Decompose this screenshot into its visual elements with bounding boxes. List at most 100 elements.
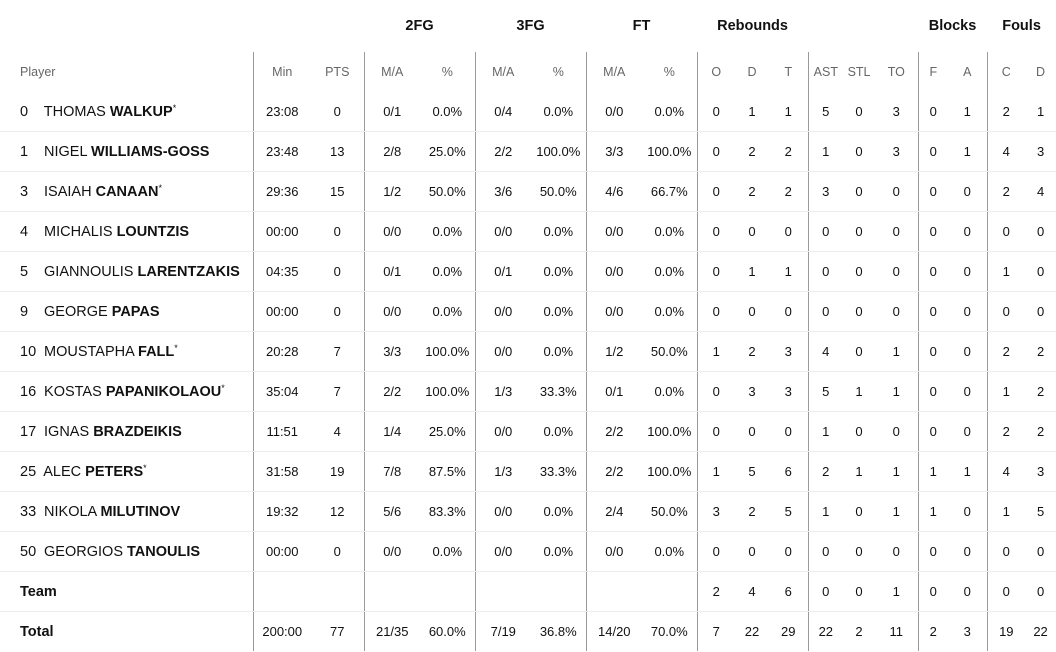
stat-ast: 0 [807,291,844,332]
column-header-ft-ma[interactable]: M/A [585,52,643,92]
player-last-name[interactable]: PAPAS [111,303,160,320]
stat-ft-pct: 70.0% [650,624,688,639]
player-first-name: GEORGIOS [44,543,123,560]
column-header-fouls-committed[interactable]: C [986,52,1026,92]
column-header-ft-pct[interactable]: % [663,65,675,79]
total-label: Total [20,623,54,640]
stat-stl: 0 [843,211,876,252]
player-row[interactable]: 4 MICHALIS LOUNTZIS 00:00 0 0/0 0.0% 0/0 0.0% 0… [0,211,1056,252]
player-last-name[interactable]: MILUTINOV [100,503,181,520]
player-row[interactable]: 50 GEORGIOS TANOULIS 00:00 0 0/0 0.0% 0/0 0.0%… [0,531,1056,572]
player-first-name: ALEC [43,463,82,480]
stat-ft-ma: 2/2 [585,451,643,492]
group-blocks: Blocks [928,18,977,34]
stat-3fg-pct: 33.3% [531,371,587,412]
stat-blk-against: 0 [948,331,988,372]
column-header-min[interactable]: Min [252,52,311,92]
player-last-name[interactable]: PAPANIKOLAOU [105,383,222,400]
column-header-fouls-drawn[interactable]: D [1036,65,1046,79]
column-header-ast[interactable]: AST [807,52,844,92]
player-row[interactable]: 9 GEORGE PAPAS 00:00 0 0/0 0.0% 0/0 0.0% 0/0 0.0… [0,291,1056,332]
starter-marker: * [158,182,162,193]
player-cell[interactable]: 1 NIGEL WILLIAMS-GOSS [0,131,253,172]
starter-marker: * [221,382,225,393]
stat-pts: 0 [311,531,364,572]
stat-2fg-pct: 100.0% [420,371,476,412]
stat-ft-ma: 0/0 [585,531,643,572]
column-header-player[interactable]: Player [20,65,56,79]
column-header-blk-against[interactable]: A [963,65,972,79]
column-header-3fg-ma[interactable]: M/A [474,52,532,92]
stat-blk-for: 0 [917,131,949,172]
column-header-2fg-ma[interactable]: M/A [363,52,420,92]
player-last-name[interactable]: TANOULIS [127,543,201,560]
player-cell[interactable]: 0 THOMAS WALKUP* [0,92,253,132]
player-cell[interactable]: 4 MICHALIS LOUNTZIS [0,211,253,252]
stat-3fg-pct: 36.8% [539,624,577,639]
player-row[interactable]: 0 THOMAS WALKUP* 23:08 0 0/1 0.0% 0/4 0.0% 0/0 0… [0,92,1056,132]
stat-blk-for: 1 [917,451,949,492]
player-row[interactable]: 10 MOUSTAPHA FALL* 20:28 7 3/3 100.0% 0/0 0.0%… [0,331,1056,372]
stat-fouls-committed: 0 [986,211,1026,252]
column-header-dreb[interactable]: D [747,65,757,79]
starter-marker: * [174,342,178,353]
column-header-pts[interactable]: PTS [325,65,350,79]
column-header-3fg-pct[interactable]: % [552,65,564,79]
stat-min: 23:48 [252,131,311,172]
stat-treb: 0 [769,411,809,452]
player-last-name[interactable]: BRAZDEIKIS [93,423,182,440]
player-row[interactable]: 16 KOSTAS PAPANIKOLAOU* 35:04 7 2/2 100.0% 1/… [0,371,1056,412]
stat-ast: 5 [807,371,844,412]
player-last-name[interactable]: WALKUP [109,103,173,120]
player-cell[interactable]: 9 GEORGE PAPAS [0,291,253,332]
stat-fouls-drawn: 2 [1025,371,1056,412]
player-cell[interactable]: 25 ALEC PETERS* [0,451,253,492]
player-number: 10 [20,343,37,360]
stat-dreb: 0 [735,411,770,452]
stat-3fg-ma: 0/0 [474,331,532,372]
player-last-name[interactable]: LOUNTZIS [116,223,190,240]
column-header-to[interactable]: TO [887,65,905,79]
stat-ft-pct: 50.0% [642,491,698,532]
player-cell[interactable]: 50 GEORGIOS TANOULIS [0,531,253,572]
stat-min: 00:00 [252,291,311,332]
player-last-name[interactable]: FALL [138,343,175,360]
stat-blk-against: 0 [948,251,988,292]
column-header-oreb[interactable]: O [696,52,736,92]
player-row[interactable]: 25 ALEC PETERS* 31:58 19 7/8 87.5% 1/3 33.3% 2/… [0,451,1056,492]
player-last-name[interactable]: PETERS [85,463,144,480]
player-first-name: KOSTAS [44,383,102,400]
stat-oreb: 1 [696,451,736,492]
column-header-blk-for[interactable]: F [917,52,949,92]
player-cell[interactable]: 16 KOSTAS PAPANIKOLAOU* [0,371,253,412]
player-last-name[interactable]: WILLIAMS-GOSS [91,143,210,160]
player-row[interactable]: 3 ISAIAH CANAAN* 29:36 15 1/2 50.0% 3/6 50.0% 4… [0,171,1056,212]
player-row[interactable]: 1 NIGEL WILLIAMS-GOSS 23:48 13 2/8 25.0% 2/2 1… [0,131,1056,172]
stat-2fg-pct: 100.0% [420,331,476,372]
player-cell[interactable]: 17 IGNAS BRAZDEIKIS [0,411,253,452]
stat-oreb: 2 [696,571,736,612]
player-row[interactable]: 33 NIKOLA MILUTINOV 19:32 12 5/6 83.3% 0/0 0.0… [0,491,1056,532]
stat-dreb: 4 [735,571,770,612]
player-first-name: GEORGE [44,303,108,320]
column-header-stl[interactable]: STL [847,65,871,79]
stat-min: 23:08 [252,92,311,132]
player-number: 5 [20,263,29,280]
player-last-name[interactable]: LARENTZAKIS [137,263,240,280]
player-last-name[interactable]: CANAAN [95,183,159,200]
player-number: 33 [20,503,37,520]
player-cell[interactable]: 33 NIKOLA MILUTINOV [0,491,253,532]
stat-fouls-committed: 19 [986,611,1026,651]
player-cell[interactable]: 10 MOUSTAPHA FALL* [0,331,253,372]
player-row[interactable]: 5 GIANNOULIS LARENTZAKIS 04:35 0 0/1 0.0% 0/1… [0,251,1056,292]
player-cell[interactable]: 5 GIANNOULIS LARENTZAKIS [0,251,253,292]
player-cell[interactable]: 3 ISAIAH CANAAN* [0,171,253,212]
player-row[interactable]: 17 IGNAS BRAZDEIKIS 11:51 4 1/4 25.0% 0/0 0.0%… [0,411,1056,452]
stat-ast: 1 [807,411,844,452]
stat-3fg-pct: 0.0% [531,291,587,332]
column-header-2fg-pct[interactable]: % [441,65,453,79]
stat-blk-for: 0 [917,211,949,252]
stat-dreb: 2 [735,131,770,172]
stat-pts: 19 [311,451,364,492]
column-header-treb[interactable]: T [784,65,793,79]
